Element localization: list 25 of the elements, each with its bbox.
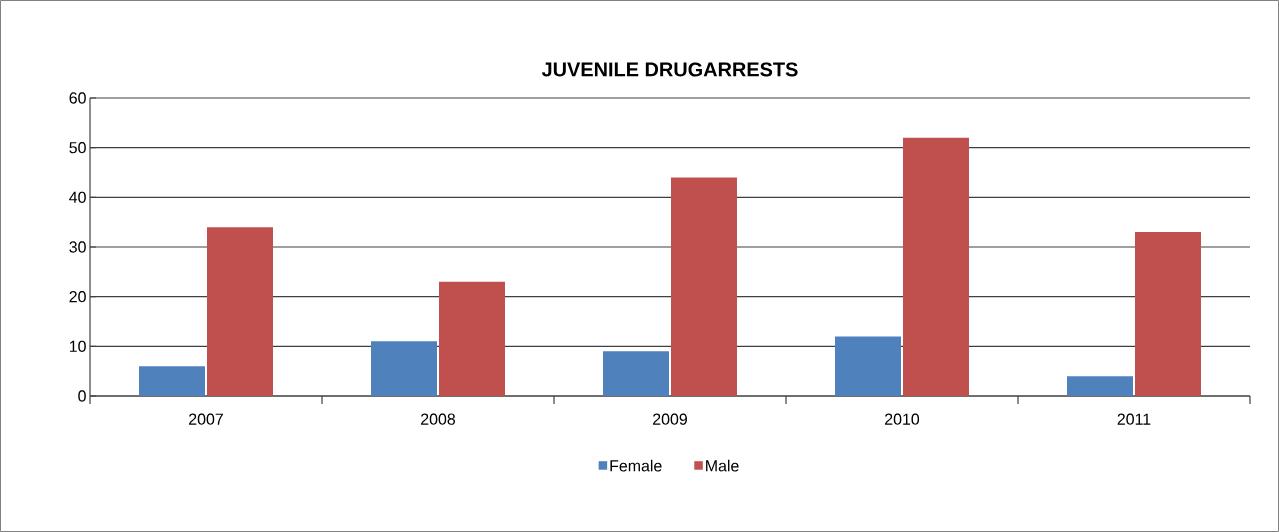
y-tick-label: 0: [78, 390, 86, 402]
y-tick-label: 10: [69, 340, 86, 352]
x-tick-label: 2010: [885, 413, 920, 425]
x-tick-label: 2009: [653, 413, 687, 425]
bar: [902, 137, 969, 396]
chart-title: JUVENILE DRUGARRESTS: [541, 62, 798, 77]
bar: [139, 366, 205, 396]
bar: [1066, 376, 1133, 396]
y-tick-label: 20: [69, 291, 86, 303]
y-tick-label: 40: [69, 191, 86, 203]
bar: [1134, 232, 1201, 396]
bar: [206, 227, 273, 396]
y-tick-label: 30: [69, 241, 86, 253]
bar: [603, 351, 669, 396]
bar: [371, 341, 437, 396]
y-tick-label: 60: [69, 92, 86, 104]
x-tick-label: 2007: [189, 413, 223, 425]
legend-label: Female: [610, 459, 662, 472]
bar: [438, 281, 505, 396]
legend-label: Male: [706, 459, 739, 472]
bar: [670, 177, 737, 396]
y-tick-label: 50: [69, 142, 86, 154]
x-tick-label: 2008: [421, 413, 456, 425]
bar: [834, 336, 901, 396]
x-tick-label: 2011: [1117, 413, 1151, 425]
